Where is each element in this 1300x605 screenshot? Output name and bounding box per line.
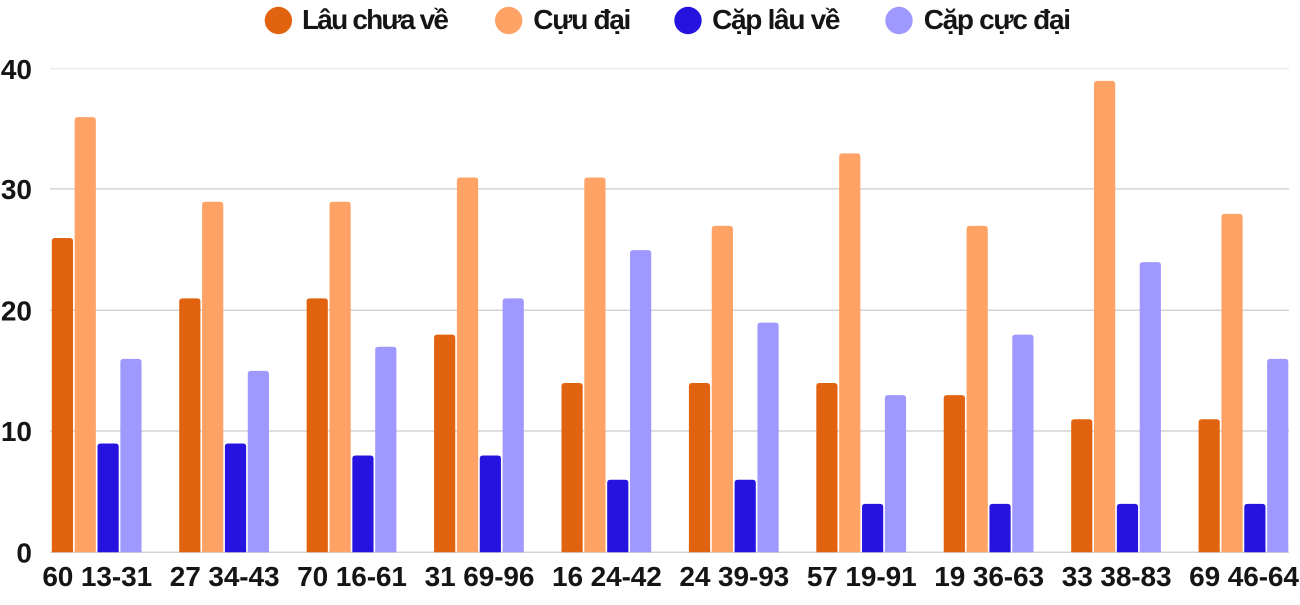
svg-text:Cặp lâu về: Cặp lâu về (712, 4, 840, 35)
svg-text:Lâu chưa về: Lâu chưa về (302, 4, 448, 35)
svg-text:10: 10 (1, 416, 32, 447)
svg-text:Cặp cực đại: Cặp cực đại (924, 4, 1070, 35)
svg-text:0: 0 (16, 537, 32, 568)
svg-text:31 69-96: 31 69-96 (425, 561, 535, 592)
svg-text:20: 20 (1, 296, 32, 327)
svg-text:27 34-43: 27 34-43 (170, 561, 280, 592)
svg-text:24 39-93: 24 39-93 (679, 561, 789, 592)
svg-text:40: 40 (1, 54, 32, 85)
svg-text:19 36-63: 19 36-63 (934, 561, 1044, 592)
svg-text:30: 30 (1, 174, 32, 205)
svg-text:33 38-83: 33 38-83 (1062, 561, 1172, 592)
svg-text:60 13-31: 60 13-31 (42, 561, 152, 592)
svg-text:70 16-61: 70 16-61 (297, 561, 407, 592)
svg-text:57 19-91: 57 19-91 (807, 561, 917, 592)
svg-text:Cựu đại: Cựu đại (533, 4, 630, 35)
svg-text:69 46-64: 69 46-64 (1189, 561, 1299, 592)
svg-text:16 24-42: 16 24-42 (552, 561, 662, 592)
